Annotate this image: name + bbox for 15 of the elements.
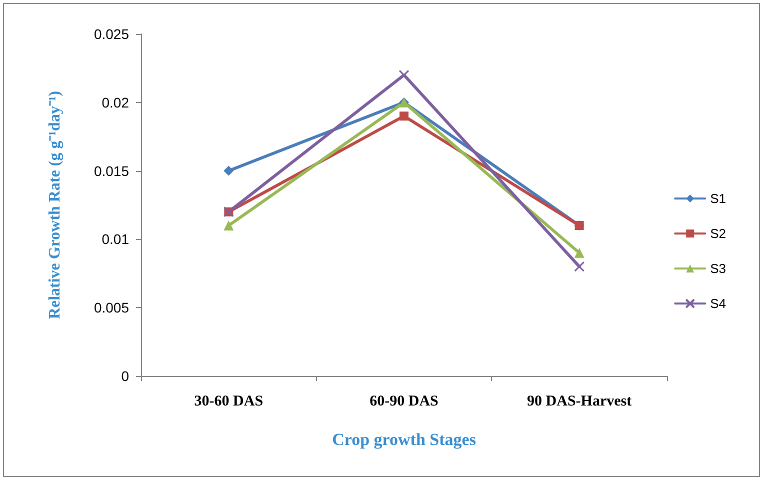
- x-tick-label: 30-60 DAS: [194, 394, 264, 410]
- y-tick-label: 0.005: [94, 300, 130, 316]
- y-tick-label: 0.01: [102, 231, 130, 248]
- y-axis-title: Relative Growth Rate (g g⁻¹day⁻¹): [46, 90, 64, 320]
- legend-label: S1: [710, 191, 726, 206]
- x-tick-label: 90 DAS-Harvest: [527, 394, 632, 410]
- legend-label: S4: [710, 296, 726, 311]
- y-tick-label: 0.025: [94, 26, 130, 42]
- x-axis-title: Crop growth Stages: [332, 430, 476, 449]
- y-tick-label: 0.015: [94, 162, 130, 179]
- legend-label: S3: [710, 261, 726, 276]
- y-tick-label: 0: [121, 368, 130, 384]
- y-tick-label: 0.02: [102, 94, 130, 110]
- legend-label: S2: [710, 226, 726, 241]
- x-tick-label: 60-90 DAS: [370, 394, 438, 410]
